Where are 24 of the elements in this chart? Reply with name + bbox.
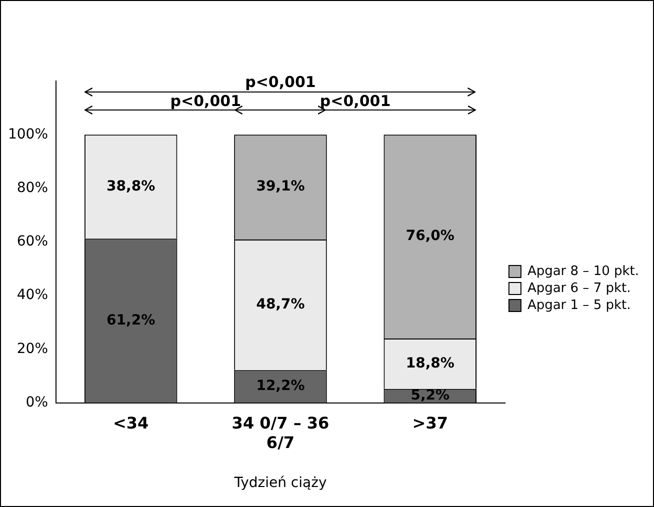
y-tick-label: 20% (16, 340, 48, 357)
annotation: p<0,001 (245, 73, 316, 92)
data-label: 39,1% (256, 178, 305, 195)
legend-label: Apgar 6 – 7 pkt. (527, 280, 631, 296)
data-label: 12,2% (256, 378, 305, 394)
y-tick-label: 40% (16, 287, 48, 304)
y-tick-label: 80% (16, 180, 48, 196)
data-label: 38,8% (106, 178, 156, 194)
legend-label: Apgar 1 – 5 pkt. (527, 298, 631, 313)
data-label: 5,2% (410, 387, 450, 404)
y-tick-label: 60% (16, 234, 48, 250)
legend-label: Apgar 8 – 10 pkt. (527, 264, 639, 279)
y-tick-label: 100% (8, 126, 48, 142)
x-axis-title: Tydzień ciąży (233, 475, 327, 492)
data-label: 48,7% (256, 296, 305, 312)
x-tick-label: 34 0/7 – 36 6/7 (232, 414, 330, 452)
x-tick-label: <34 (113, 414, 149, 433)
y-tick-label: 0% (26, 394, 48, 410)
data-label: 61,2% (106, 312, 156, 328)
data-label: 76,0% (406, 228, 454, 244)
annotation: p<0,001 (170, 92, 242, 110)
x-tick-label: >37 (412, 414, 448, 433)
annotation: p<0,001 (320, 92, 391, 110)
data-label: 18,8% (406, 355, 454, 372)
